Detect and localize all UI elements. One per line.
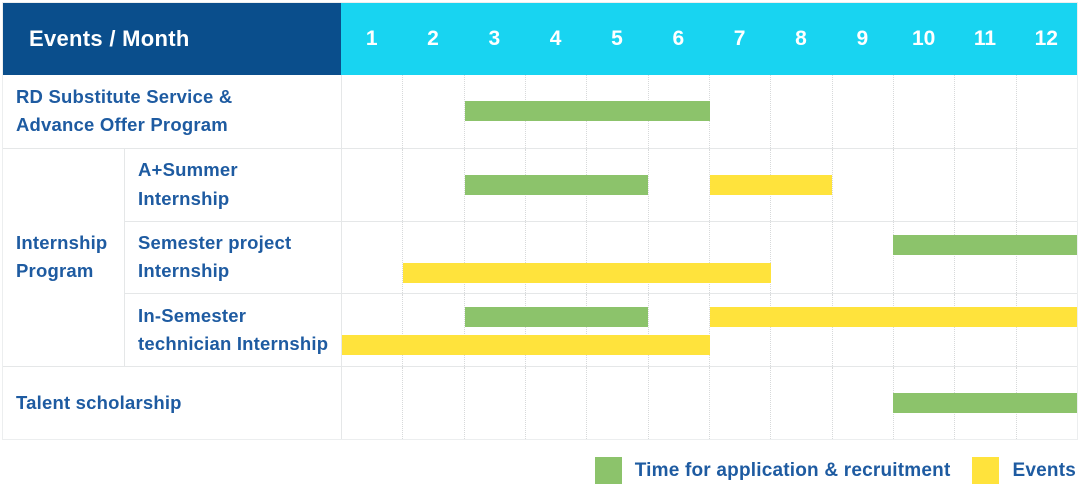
month-cell [342, 149, 402, 221]
month-cell [831, 221, 893, 294]
month-header-1: 1 [365, 27, 378, 50]
month-cell [892, 221, 954, 294]
month-cell [463, 75, 525, 148]
row-label: RD Substitute Service & Advance Offer Pr… [16, 85, 233, 136]
month-header-11: 11 [973, 27, 997, 50]
month-cell [954, 294, 1015, 367]
month-header-10: 10 [911, 27, 936, 50]
gantt-bar-event [342, 335, 710, 356]
month-cell [892, 75, 954, 148]
month-cell [954, 148, 1015, 221]
table-header-row: Events / Month 1 2 3 4 5 6 7 8 9 10 11 12 [3, 3, 1077, 75]
month-gridlines [342, 221, 1077, 294]
month-cell [1015, 75, 1077, 148]
legend-swatch-events-icon [972, 457, 1000, 484]
month-cell [770, 75, 831, 148]
month-cell [586, 294, 647, 367]
month-cell [647, 148, 709, 221]
row-label: Talent scholarship [3, 366, 341, 439]
month-gridlines [342, 294, 1077, 367]
month-cell [708, 367, 770, 439]
legend-item-events: Events [972, 457, 1076, 484]
month-cell [954, 75, 1015, 148]
group-label: Internship Program [3, 147, 124, 366]
month-header-7: 7 [733, 27, 746, 50]
gantt-row [341, 147, 1077, 221]
table-body: RD Substitute Service & Advance Offer Pr… [3, 75, 1077, 439]
gantt-bar-event [403, 262, 771, 283]
month-header-5: 5 [611, 27, 623, 50]
gantt-row [341, 366, 1077, 439]
legend-item-application: Time for application & recruitment [594, 457, 951, 484]
month-header-4: 4 [549, 27, 562, 50]
gantt-bar-application [464, 101, 710, 122]
month-cell [892, 148, 954, 221]
month-cell [402, 367, 463, 439]
month-cell [647, 294, 709, 367]
legend: Time for application & recruitment Event… [594, 457, 1076, 484]
month-cell [708, 221, 770, 294]
month-cell [770, 221, 831, 294]
month-header-9: 9 [856, 27, 869, 50]
gantt-bar-event [709, 307, 1077, 328]
month-cell [463, 367, 525, 439]
schedule-table: Events / Month 1 2 3 4 5 6 7 8 9 10 11 12 RD Substi… [2, 2, 1078, 440]
gantt-row [341, 220, 1077, 294]
month-cell [831, 148, 893, 221]
gantt-bar-application [464, 174, 649, 195]
month-cell [402, 148, 463, 221]
month-header-8: 8 [795, 27, 807, 50]
month-header-12: 12 [1034, 27, 1058, 50]
legend-swatch-application-icon [594, 457, 622, 484]
month-cell [402, 294, 463, 367]
month-cell [708, 75, 770, 148]
gantt-bar-application [893, 234, 1077, 255]
month-header-strip: 1 2 3 4 5 6 7 8 9 10 11 12 [341, 3, 1077, 75]
month-cell [647, 367, 709, 439]
month-cell [402, 221, 463, 294]
month-cell [708, 294, 770, 367]
legend-label-application: Time for application & recruitment [634, 459, 951, 481]
events-month-header-cell: Events / Month [3, 3, 341, 75]
month-cell [1015, 148, 1077, 221]
month-cell [463, 148, 525, 221]
month-cell [524, 221, 586, 294]
row-sublabel: Semester project Internship [124, 220, 341, 294]
month-header-2: 2 [427, 27, 439, 50]
month-cell [831, 367, 893, 439]
gantt-row [341, 293, 1077, 367]
month-header-6: 6 [672, 27, 685, 50]
month-cell [831, 294, 893, 367]
month-cell [342, 75, 402, 148]
month-cell [342, 294, 402, 366]
month-cell [463, 294, 525, 367]
month-gridlines [342, 75, 1077, 148]
month-cell [708, 148, 770, 221]
month-cell [1015, 294, 1077, 367]
gantt-row [341, 75, 1077, 148]
legend-label-events: Events [1012, 459, 1076, 481]
month-cell [342, 367, 402, 439]
month-cell [586, 367, 647, 439]
month-cell [647, 221, 709, 294]
month-cell [524, 367, 586, 439]
month-cell [342, 222, 402, 294]
month-header-3: 3 [488, 27, 501, 50]
gantt-bar-event [709, 174, 832, 195]
row-sublabel: In-Semester technician Internship [124, 293, 341, 367]
gantt-bar-application [893, 393, 1077, 414]
row-sublabel: A+Summer Internship [124, 147, 341, 221]
month-cell [770, 294, 831, 367]
month-cell [831, 75, 893, 148]
month-cell [1015, 221, 1077, 294]
month-cell [954, 221, 1015, 294]
month-cell [402, 75, 463, 148]
month-cell [770, 367, 831, 439]
month-cell [463, 221, 525, 294]
gantt-bar-application [464, 307, 649, 328]
month-cell [524, 294, 586, 367]
month-cell [586, 221, 647, 294]
month-cell [892, 294, 954, 367]
